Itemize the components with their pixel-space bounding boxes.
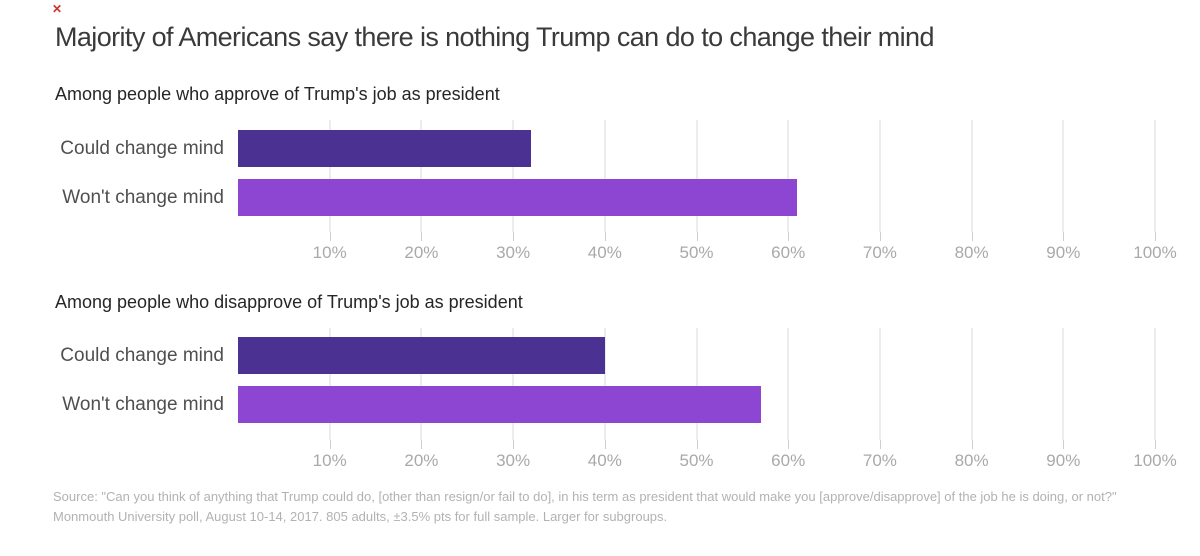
axis-tick bbox=[788, 232, 790, 241]
chart-subtitle-approve: Among people who approve of Trump's job … bbox=[55, 84, 500, 104]
gridline bbox=[1154, 120, 1156, 232]
gridline bbox=[420, 120, 423, 232]
axis-tick-label: 90% bbox=[1046, 243, 1081, 262]
gridline bbox=[970, 328, 973, 440]
axis-tick-label: 70% bbox=[862, 451, 897, 470]
axis-tick bbox=[329, 232, 331, 241]
axis-tick bbox=[1063, 232, 1065, 241]
gridline bbox=[603, 120, 606, 232]
axis-tick-label: 20% bbox=[404, 451, 439, 470]
axis-tick-label: 40% bbox=[587, 451, 622, 470]
axis-tick-label: 40% bbox=[587, 243, 622, 262]
gridline bbox=[1062, 120, 1065, 232]
gridline bbox=[787, 328, 790, 440]
page-title: Majority of Americans say there is nothi… bbox=[55, 22, 934, 52]
axis-tick-label: 10% bbox=[312, 451, 347, 470]
axis-tick bbox=[421, 232, 423, 241]
axis-tick bbox=[513, 232, 515, 241]
bar-could-change-mind bbox=[238, 130, 532, 167]
axis-tick-label: 80% bbox=[954, 243, 989, 262]
bar-row-label: Could change mind bbox=[60, 345, 224, 366]
gridline bbox=[603, 328, 606, 440]
bar-row-label: Won't change mind bbox=[62, 187, 224, 208]
axis-tick bbox=[879, 440, 881, 449]
axis-tick bbox=[1155, 232, 1156, 241]
bar-row-label: Could change mind bbox=[60, 138, 224, 159]
bar-could-change-mind bbox=[238, 337, 605, 374]
broken-image-icon: ✕ bbox=[52, 2, 63, 16]
chart-subtitle-disapprove: Among people who disapprove of Trump's j… bbox=[55, 292, 523, 312]
axis-tick-label: 10% bbox=[312, 243, 347, 262]
bar-wont-change-mind bbox=[238, 386, 761, 423]
axis-tick bbox=[971, 440, 973, 449]
source-note-line1: Source: "Can you think of anything that … bbox=[53, 489, 1117, 504]
gridline bbox=[512, 328, 515, 440]
axis-tick bbox=[1155, 440, 1156, 449]
gridline bbox=[970, 120, 973, 232]
gridline bbox=[878, 328, 881, 440]
gridline bbox=[1154, 328, 1156, 440]
axis-tick bbox=[329, 440, 331, 449]
axis-tick bbox=[421, 440, 423, 449]
axis-tick-label: 20% bbox=[404, 243, 439, 262]
bar-row-label: Won't change mind bbox=[62, 394, 224, 415]
axis-tick-label: 90% bbox=[1046, 451, 1081, 470]
gridline bbox=[787, 120, 790, 232]
gridline bbox=[1062, 328, 1065, 440]
axis-tick-label: 100% bbox=[1133, 243, 1177, 262]
axis-tick-label: 60% bbox=[771, 243, 806, 262]
source-note-line2: Monmouth University poll, August 10-14, … bbox=[53, 509, 668, 524]
axis-tick-label: 100% bbox=[1133, 451, 1177, 470]
axis-tick-label: 50% bbox=[679, 451, 714, 470]
gridline bbox=[512, 120, 515, 232]
axis-tick bbox=[879, 232, 881, 241]
gridline bbox=[695, 120, 698, 232]
gridline bbox=[420, 328, 423, 440]
axis-tick bbox=[788, 440, 790, 449]
axis-tick bbox=[696, 440, 698, 449]
gridline bbox=[328, 328, 331, 440]
axis-tick-label: 30% bbox=[496, 451, 531, 470]
gridline bbox=[878, 120, 881, 232]
axis-tick-label: 80% bbox=[954, 451, 989, 470]
axis-tick bbox=[513, 440, 515, 449]
gridline bbox=[695, 328, 698, 440]
axis-tick bbox=[604, 440, 606, 449]
axis-tick bbox=[1063, 440, 1065, 449]
gridline bbox=[328, 120, 331, 232]
axis-tick-label: 60% bbox=[771, 451, 806, 470]
axis-tick bbox=[696, 232, 698, 241]
axis-tick-label: 50% bbox=[679, 243, 714, 262]
bar-wont-change-mind bbox=[238, 179, 798, 216]
axis-tick bbox=[971, 232, 973, 241]
axis-tick bbox=[604, 232, 606, 241]
axis-tick-label: 70% bbox=[862, 243, 897, 262]
axis-tick-label: 30% bbox=[496, 243, 531, 262]
